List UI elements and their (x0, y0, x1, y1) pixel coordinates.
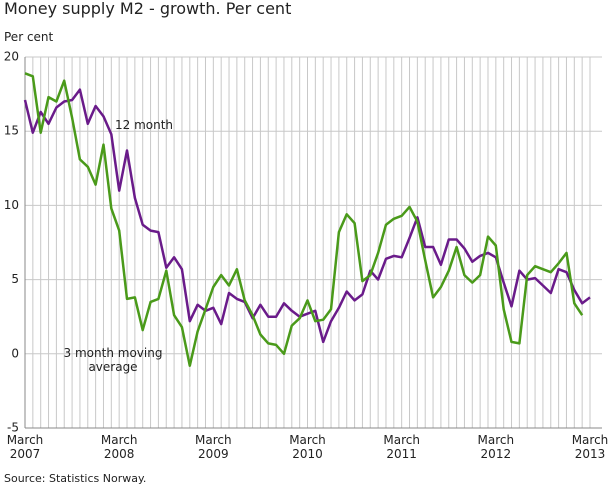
x-tick-label: March 2011 (383, 433, 420, 461)
x-tick-label: March 2007 (6, 433, 44, 461)
x-tick-label: March 2009 (195, 433, 232, 461)
annotation: 3 month moving average (63, 346, 163, 374)
y-tick-label: 20 (4, 50, 19, 64)
y-tick-label: -5 (7, 421, 19, 435)
x-tick-label: March 2008 (100, 433, 138, 461)
y-tick-label: 0 (11, 346, 19, 360)
annotation: 12 month (115, 118, 174, 132)
series-line (24, 72, 584, 367)
y-tick-label: 15 (4, 124, 19, 138)
x-tick-label: March 2010 (289, 433, 326, 461)
chart-title: Money supply M2 - growth. Per cent (4, 0, 292, 18)
series-line (23, 88, 591, 344)
y-tick-label: 10 (4, 198, 19, 212)
y-tick-label: 5 (11, 272, 19, 286)
x-tick-label: March 2012 (477, 433, 515, 461)
x-tick-label: March 2013 (571, 433, 609, 461)
y-axis-label: Per cent (4, 30, 54, 44)
source: Source: Statistics Norway. (4, 472, 147, 485)
